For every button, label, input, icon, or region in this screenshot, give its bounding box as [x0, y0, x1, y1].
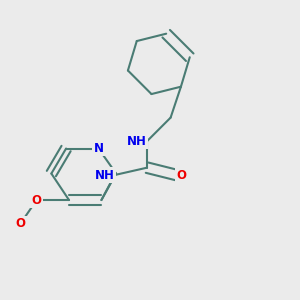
Text: NH: NH	[95, 169, 115, 182]
Text: O: O	[32, 194, 42, 207]
Text: NH: NH	[127, 135, 147, 148]
Text: O: O	[176, 169, 187, 182]
Text: O: O	[15, 217, 26, 230]
Text: N: N	[94, 142, 103, 155]
